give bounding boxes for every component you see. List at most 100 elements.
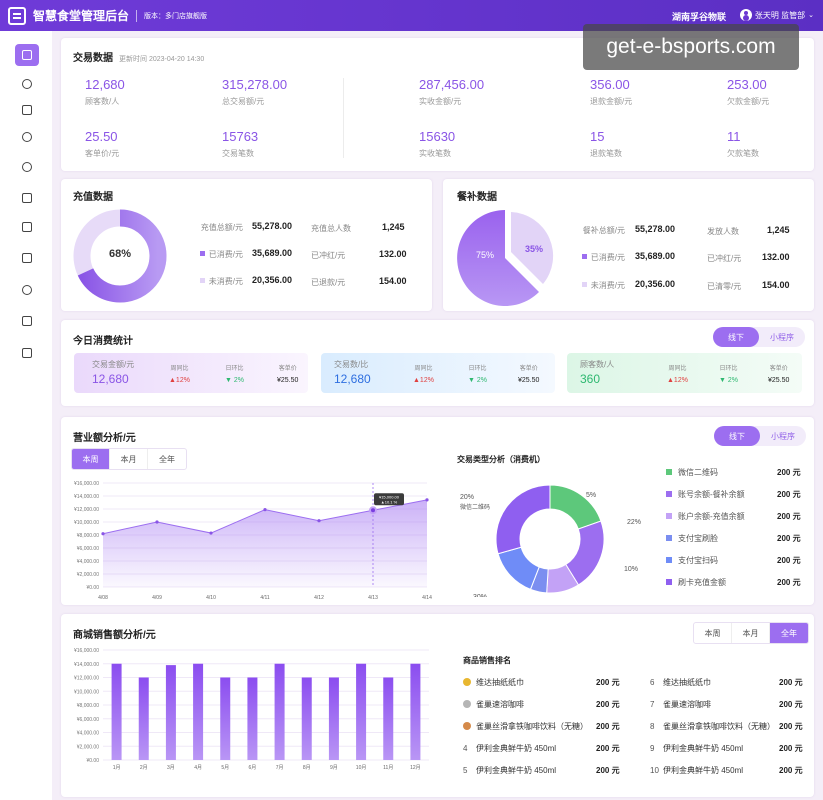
product-sales: 200 元 <box>596 678 620 687</box>
sidebar-item-user[interactable] <box>15 73 39 95</box>
legend-label: 支付宝扫码 <box>678 556 718 565</box>
legend-item[interactable]: 账号余额-餐补余额 <box>666 489 745 500</box>
sidebar-item-shop[interactable] <box>15 342 39 364</box>
sales-bar <box>138 677 149 760</box>
txtype-donut-chart: 20%22%10%5%15%30%微信二维码 <box>460 484 641 597</box>
box-title: 交易数/比 <box>334 360 369 369</box>
subsidy-card: 餐补数据 75% 35% 餐补总额/元 55,278.00 已消费/元 35,6… <box>443 179 814 311</box>
trade-updated: 更新时间 2023-04-20 14:30 <box>119 56 205 63</box>
product-name: 雀巢丝滑拿铁咖啡饮料（无糖） <box>663 722 775 731</box>
chevron-down-icon: ⌄ <box>808 12 814 19</box>
legend-swatch <box>666 491 672 497</box>
revenue-point <box>209 531 213 535</box>
product-name: 伊利金典鲜牛奶 450ml <box>663 744 744 753</box>
sidebar-item-yuan[interactable] <box>15 279 39 301</box>
tab-year[interactable]: 全年 <box>770 623 808 643</box>
x-tick-label: 4月 <box>194 765 202 771</box>
stat-value: 15 <box>590 129 605 144</box>
sales-bar <box>328 677 339 760</box>
subsidy-label: 已冲红/元 <box>707 254 742 263</box>
toggle-miniapp[interactable]: 小程序 <box>770 332 794 342</box>
subsidy-value: 154.00 <box>762 280 790 290</box>
user-menu[interactable]: 张天明 监管部 ⌄ <box>739 9 814 21</box>
user-icon <box>22 79 32 89</box>
y-tick-label: ¥2,000.00 <box>77 572 99 578</box>
sales-bar <box>247 677 258 760</box>
tab-week[interactable]: 本周 <box>694 623 732 643</box>
sidebar-item-home[interactable] <box>15 44 39 66</box>
legend-item[interactable]: 支付宝刷脸 <box>666 533 718 544</box>
toggle-offline[interactable]: 线下 <box>713 327 759 347</box>
pie-slice-consumed <box>457 210 539 306</box>
tab-month[interactable]: 本月 <box>110 449 148 469</box>
legend-item[interactable]: 账户余额-充值余额 <box>666 511 745 522</box>
mall-card: 商城销售额分析/元 本周 本月 全年 ¥16,000.00 ¥14,000.00 ¥… <box>61 614 814 797</box>
sidebar-item-chef[interactable] <box>15 126 39 148</box>
toggle-offline[interactable]: 线下 <box>714 426 760 446</box>
legend-item[interactable]: 支付宝扫码 <box>666 555 718 566</box>
revenue-channel-toggle: 线下 小程序 <box>714 426 806 446</box>
legend-swatch <box>666 579 672 585</box>
tab-week[interactable]: 本周 <box>72 449 110 469</box>
x-tick-label: 4/09 <box>152 595 162 601</box>
card-icon <box>22 253 32 263</box>
box-value: 360 <box>580 372 601 386</box>
revenue-point <box>317 519 321 523</box>
stat-value: 287,456.00 <box>419 77 485 92</box>
legend-value: 200 元 <box>777 512 801 521</box>
product-sales: 200 元 <box>596 744 620 753</box>
box-metric: 日环比 ▼ 2% <box>468 366 487 384</box>
chef-icon <box>22 132 32 142</box>
box-metric: 周同比 ▲12% <box>413 366 434 384</box>
subsidy-title: 餐补数据 <box>457 192 497 203</box>
tools-icon <box>22 316 32 326</box>
x-tick-label: 2月 <box>140 765 148 771</box>
recharge-value: 154.00 <box>379 276 407 286</box>
compass-icon <box>22 162 32 172</box>
x-tick-label: 11月 <box>383 765 393 771</box>
revenue-point <box>263 508 267 512</box>
product-name: 伊利金典鲜牛奶 450ml <box>476 744 557 753</box>
subsidy-value: 20,356.00 <box>635 279 676 289</box>
box-metric: 客单价 ¥25.50 <box>277 366 299 384</box>
legend-label: 微信二维码 <box>678 468 718 477</box>
sidebar-item-mail[interactable] <box>15 216 39 238</box>
legend-item[interactable]: 刷卡充值金额 <box>666 577 726 588</box>
x-tick-label: 3月 <box>167 765 175 771</box>
sidebar-item-card[interactable] <box>15 247 39 269</box>
pie-slice-remaining <box>511 212 554 284</box>
stat-label: 客单价/元 <box>85 149 120 158</box>
product-name: 雀巢速溶咖啡 <box>663 700 711 709</box>
tab-month[interactable]: 本月 <box>732 623 770 643</box>
product-sales: 200 元 <box>596 766 620 775</box>
rank-number: 7 <box>650 700 655 709</box>
revenue-area <box>103 499 427 587</box>
stat-label: 欠款金额/元 <box>727 97 770 106</box>
x-tick-label: 7月 <box>276 765 284 771</box>
medal-icon <box>463 700 471 708</box>
toggle-miniapp[interactable]: 小程序 <box>771 431 795 441</box>
rank-number: 10 <box>650 766 659 775</box>
product-name: 雀巢速溶咖啡 <box>476 700 524 709</box>
sidebar-item-tools[interactable] <box>15 310 39 332</box>
trade-title: 交易数据 更新时间 2023-04-20 14:30 <box>73 53 205 64</box>
slice-name-label: 微信二维码 <box>460 503 490 511</box>
sidebar-item-document[interactable] <box>15 187 39 209</box>
subsidy-value: 35,689.00 <box>635 251 676 261</box>
x-tick-label: 12月 <box>410 765 421 771</box>
version-label: 版本：多门店旗舰版 <box>144 12 208 20</box>
product-sales: 200 元 <box>779 766 803 775</box>
legend-item[interactable]: 微信二维码 <box>666 467 718 478</box>
app-title: 智慧食堂管理后台 <box>33 9 130 23</box>
stat-label: 欠款笔数 <box>727 149 759 158</box>
product-name: 维达抽纸纸巾 <box>476 678 524 687</box>
sidebar-item-store[interactable] <box>15 99 39 121</box>
today-box-customers: 顾客数/人 360 周同比 ▲12% 日环比 ▼ 2% 客单价 ¥25.50 <box>567 353 802 393</box>
stat-label: 交易笔数 <box>222 149 254 158</box>
sales-bar <box>356 663 367 760</box>
y-tick-label: ¥4,000.00 <box>77 731 99 737</box>
sidebar-item-compass[interactable] <box>15 156 39 178</box>
tab-year[interactable]: 全年 <box>159 454 175 464</box>
y-tick-label: ¥0.00 <box>86 758 99 764</box>
slice-label: 5% <box>586 492 596 499</box>
